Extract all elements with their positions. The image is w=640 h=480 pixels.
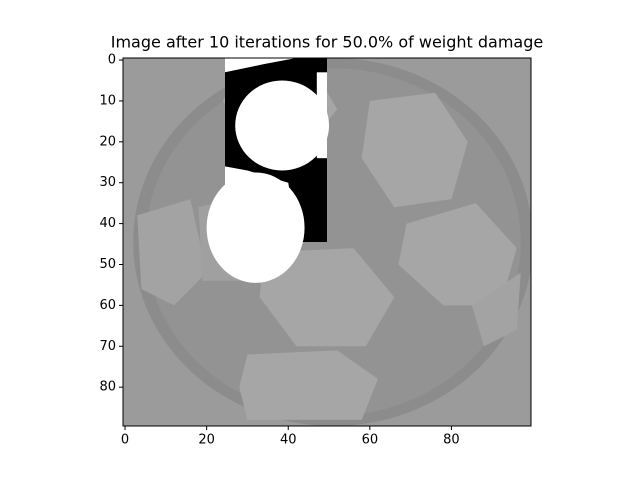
y-tick-label: 20 [99, 134, 116, 149]
x-tick-label: 40 [280, 433, 297, 448]
y-tick-label: 30 [99, 175, 116, 190]
x-tick-label: 60 [362, 433, 379, 448]
y-tick-label: 70 [99, 339, 116, 354]
image [123, 58, 531, 426]
x-tick-label: 0 [121, 433, 129, 448]
y-tick-label: 50 [99, 257, 116, 272]
image-content [123, 58, 531, 426]
x-tick-label: 80 [443, 433, 460, 448]
y-tick-label: 10 [99, 93, 116, 108]
y-tick-label: 40 [99, 216, 116, 231]
axes-frame [122, 57, 532, 427]
y-tick-label: 80 [99, 380, 116, 395]
y-tick-label: 0 [108, 53, 116, 68]
chart-title: Image after 10 iterations for 50.0% of w… [111, 33, 543, 52]
x-tick-label: 20 [198, 433, 215, 448]
y-tick-label: 60 [99, 298, 116, 313]
